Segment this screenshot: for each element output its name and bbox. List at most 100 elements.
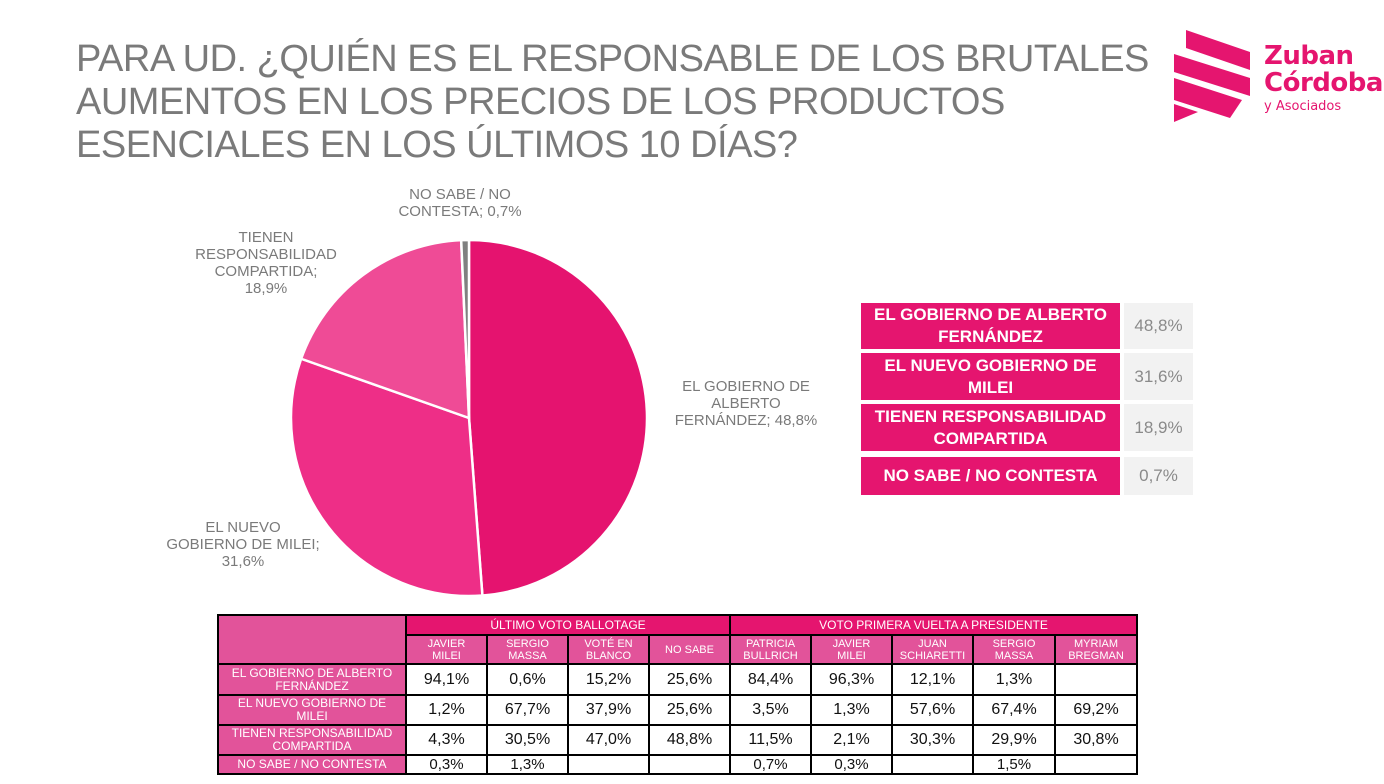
table-cell: 0,3% bbox=[405, 754, 488, 775]
table-row: EL NUEVO GOBIERNO DE MILEI 1,2% 67,7% 37,9% 2… bbox=[217, 694, 1138, 726]
column-header-line: MYRIAM bbox=[1074, 637, 1118, 650]
table-cell: 67,4% bbox=[972, 694, 1056, 726]
table-cell: 3,5% bbox=[729, 694, 812, 726]
column-header-line: BREGMAN bbox=[1068, 649, 1124, 662]
column-header: JUAN SCHIARETTI bbox=[891, 634, 974, 665]
table-cell: 15,2% bbox=[567, 663, 650, 696]
title-line: ESENCIALES EN LOS ÚLTIMOS 10 DÍAS? bbox=[76, 124, 798, 166]
column-header: JAVIER MILEI bbox=[810, 634, 893, 665]
table-row: EL GOBIERNO DE ALBERTO FERNÁNDEZ 94,1% 0,6%… bbox=[217, 663, 1138, 696]
table-row: TIENEN RESPONSABILIDAD COMPARTIDA 4,3% 30,5… bbox=[217, 724, 1138, 756]
table-cell: 47,0% bbox=[567, 724, 650, 756]
column-header: SERGIO MASSA bbox=[972, 634, 1056, 665]
row-label-line: EL NUEVO GOBIERNO DE bbox=[237, 696, 387, 710]
column-header-line: SERGIO bbox=[992, 637, 1036, 650]
row-label: EL GOBIERNO DE ALBERTO FERNÁNDEZ bbox=[217, 663, 407, 696]
pie-slice-milei bbox=[289, 357, 484, 598]
legend-row: EL NUEVO GOBIERNO DE MILEI 31,6% bbox=[861, 353, 1193, 400]
row-label-line: EL GOBIERNO DE ALBERTO bbox=[231, 665, 393, 680]
table-cell: 94,1% bbox=[405, 663, 488, 696]
column-header-line: SERGIO bbox=[506, 637, 549, 650]
column-header-line: JUAN bbox=[918, 637, 947, 650]
row-label-line: FERNÁNDEZ bbox=[275, 678, 349, 693]
table-corner bbox=[217, 614, 407, 665]
column-header: SERGIO MASSA bbox=[486, 634, 569, 665]
table-cell bbox=[1054, 754, 1138, 775]
table-cell: 30,5% bbox=[486, 724, 569, 756]
legend-label: NO SABE / NO CONTESTA bbox=[861, 457, 1120, 495]
table-cell: 11,5% bbox=[729, 724, 812, 756]
pie-slice-compartida bbox=[299, 238, 471, 420]
legend-value: 0,7% bbox=[1124, 457, 1193, 495]
crosstab-table: ÚLTIMO VOTO BALLOTAGE VOTO PRIMERA VUELTA… bbox=[217, 614, 1138, 775]
column-header-line: JAVIER bbox=[427, 637, 466, 650]
table-cell: 0,7% bbox=[729, 754, 812, 775]
table-cell: 48,8% bbox=[648, 724, 731, 756]
pie-slice-no-sabe bbox=[459, 238, 471, 420]
table-cell: 29,9% bbox=[972, 724, 1056, 756]
table-cell bbox=[648, 754, 731, 775]
table-cell bbox=[567, 754, 650, 775]
row-label-line: NO SABE / NO CONTESTA bbox=[237, 757, 387, 771]
column-header-line: JAVIER bbox=[832, 637, 871, 650]
table-cell: 30,3% bbox=[891, 724, 974, 756]
table-cell: 69,2% bbox=[1054, 694, 1138, 726]
column-header: VOTÉ EN BLANCO bbox=[567, 634, 650, 665]
legend-label: EL NUEVO GOBIERNO DE MILEI bbox=[861, 353, 1120, 400]
table-cell: 1,5% bbox=[972, 754, 1056, 775]
table-cell: 84,4% bbox=[729, 663, 812, 696]
table-cell: 0,6% bbox=[486, 663, 569, 696]
logo-line-3: y Asociados bbox=[1264, 99, 1342, 114]
legend-value: 18,9% bbox=[1124, 404, 1193, 451]
column-header-line: SCHIARETTI bbox=[899, 649, 966, 662]
table-cell: 1,3% bbox=[486, 754, 569, 775]
pie-slice-fernandez bbox=[467, 238, 649, 597]
table-cell: 4,3% bbox=[405, 724, 488, 756]
logo-stripes-icon bbox=[1174, 30, 1250, 122]
table-cell: 25,6% bbox=[648, 663, 731, 696]
column-header: JAVIER MILEI bbox=[405, 634, 488, 665]
column-header-line: BULLRICH bbox=[743, 649, 798, 662]
logo-line-1: Zuban bbox=[1264, 41, 1354, 71]
column-header-line: MILEI bbox=[432, 649, 461, 662]
title-line: PARA UD. ¿QUIÉN ES EL RESPONSABLE DE LOS… bbox=[76, 38, 1149, 80]
column-header-line: NO SABE bbox=[665, 643, 714, 656]
column-header-line: VOTÉ EN bbox=[584, 637, 633, 650]
column-header: PATRICIA BULLRICH bbox=[729, 634, 812, 665]
legend-row: TIENEN RESPONSABILIDAD COMPARTIDA 18,9% bbox=[861, 404, 1193, 451]
table-row: NO SABE / NO CONTESTA 0,3% 1,3% 0,7% 0,3% 1,5… bbox=[217, 754, 1138, 775]
row-label: NO SABE / NO CONTESTA bbox=[217, 754, 407, 775]
page-title: PARA UD. ¿QUIÉN ES EL RESPONSABLE DE LOS… bbox=[76, 38, 1149, 167]
row-label-line: COMPARTIDA bbox=[272, 739, 352, 753]
table-cell: 1,3% bbox=[972, 663, 1056, 696]
row-label-line: TIENEN RESPONSABILIDAD bbox=[231, 726, 393, 740]
column-header-line: PATRICIA bbox=[745, 637, 796, 650]
table-cell: 2,1% bbox=[810, 724, 893, 756]
table-cell: 37,9% bbox=[567, 694, 650, 726]
legend-row: NO SABE / NO CONTESTA 0,7% bbox=[861, 457, 1193, 495]
table-cell: 1,2% bbox=[405, 694, 488, 726]
pie-label-compartida: TIENEN RESPONSABILIDAD COMPARTIDA; 18,9% bbox=[195, 229, 337, 297]
logo-line-2: Córdoba bbox=[1264, 68, 1383, 98]
legend-row: EL GOBIERNO DE ALBERTO FERNÁNDEZ 48,8% bbox=[861, 303, 1193, 349]
pie-label-milei: EL NUEVO GOBIERNO DE MILEI; 31,6% bbox=[166, 519, 320, 570]
row-label-line: MILEI bbox=[296, 709, 328, 723]
row-label: TIENEN RESPONSABILIDAD COMPARTIDA bbox=[217, 724, 407, 756]
column-header-line: MASSA bbox=[508, 649, 547, 662]
row-label: EL NUEVO GOBIERNO DE MILEI bbox=[217, 694, 407, 726]
title-line: AUMENTOS EN LOS PRECIOS DE LOS PRODUCTOS bbox=[76, 81, 1005, 123]
table-cell: 1,3% bbox=[810, 694, 893, 726]
pie-label-fernandez: EL GOBIERNO DE ALBERTO FERNÁNDEZ; 48,8% bbox=[674, 378, 818, 429]
group-header: VOTO PRIMERA VUELTA A PRESIDENTE bbox=[729, 614, 1138, 636]
table-cell: 30,8% bbox=[1054, 724, 1138, 756]
table-cell: 96,3% bbox=[810, 663, 893, 696]
table-cell: 12,1% bbox=[891, 663, 974, 696]
column-header-line: MILEI bbox=[837, 649, 866, 662]
column-header-line: BLANCO bbox=[585, 649, 632, 662]
group-header: ÚLTIMO VOTO BALLOTAGE bbox=[405, 614, 731, 636]
legend-label: EL GOBIERNO DE ALBERTO FERNÁNDEZ bbox=[861, 303, 1120, 349]
table-cell: 57,6% bbox=[891, 694, 974, 726]
column-header: NO SABE bbox=[648, 634, 731, 665]
legend-value: 48,8% bbox=[1124, 303, 1193, 349]
